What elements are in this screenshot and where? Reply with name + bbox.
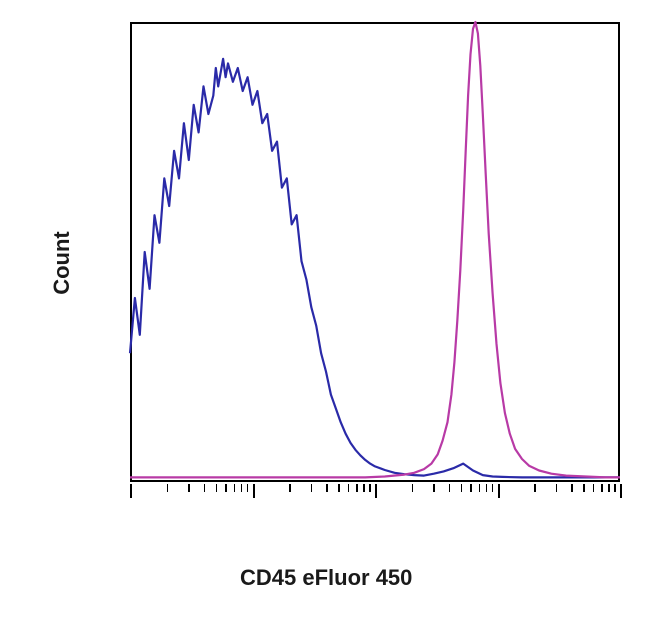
x-tick-minor [571, 484, 573, 492]
x-tick-minor [534, 484, 536, 492]
x-tick-minor [356, 484, 358, 492]
x-tick-minor [608, 484, 610, 492]
x-tick-minor [433, 484, 435, 492]
series-control [130, 59, 620, 478]
x-tick-minor [479, 484, 481, 492]
x-tick-major [253, 484, 255, 498]
x-tick-minor [614, 484, 616, 492]
x-tick-minor [289, 484, 291, 492]
x-tick-major [375, 484, 377, 498]
x-tick-minor [241, 484, 243, 492]
x-tick-minor [247, 484, 249, 492]
x-tick-minor [338, 484, 340, 492]
x-tick-minor [167, 484, 169, 492]
x-tick-minor [216, 484, 218, 492]
x-tick-minor [204, 484, 206, 492]
y-axis-label: Count [49, 231, 75, 295]
x-tick-minor [363, 484, 365, 492]
x-tick-minor [492, 484, 494, 492]
x-tick-minor [326, 484, 328, 492]
x-tick-minor [449, 484, 451, 492]
x-axis-label: CD45 eFluor 450 [240, 565, 412, 591]
x-tick-minor [369, 484, 371, 492]
x-tick-major [620, 484, 622, 498]
x-tick-minor [470, 484, 472, 492]
x-tick-major [498, 484, 500, 498]
x-tick-major [130, 484, 132, 498]
x-tick-minor [225, 484, 227, 492]
x-tick-minor [593, 484, 595, 492]
x-tick-minor [412, 484, 414, 492]
x-tick-minor [486, 484, 488, 492]
histogram-curves [0, 0, 650, 619]
x-tick-minor [556, 484, 558, 492]
x-tick-minor [234, 484, 236, 492]
x-tick-minor [601, 484, 603, 492]
x-tick-minor [348, 484, 350, 492]
x-tick-minor [188, 484, 190, 492]
x-tick-minor [311, 484, 313, 492]
x-tick-minor [583, 484, 585, 492]
x-tick-minor [461, 484, 463, 492]
